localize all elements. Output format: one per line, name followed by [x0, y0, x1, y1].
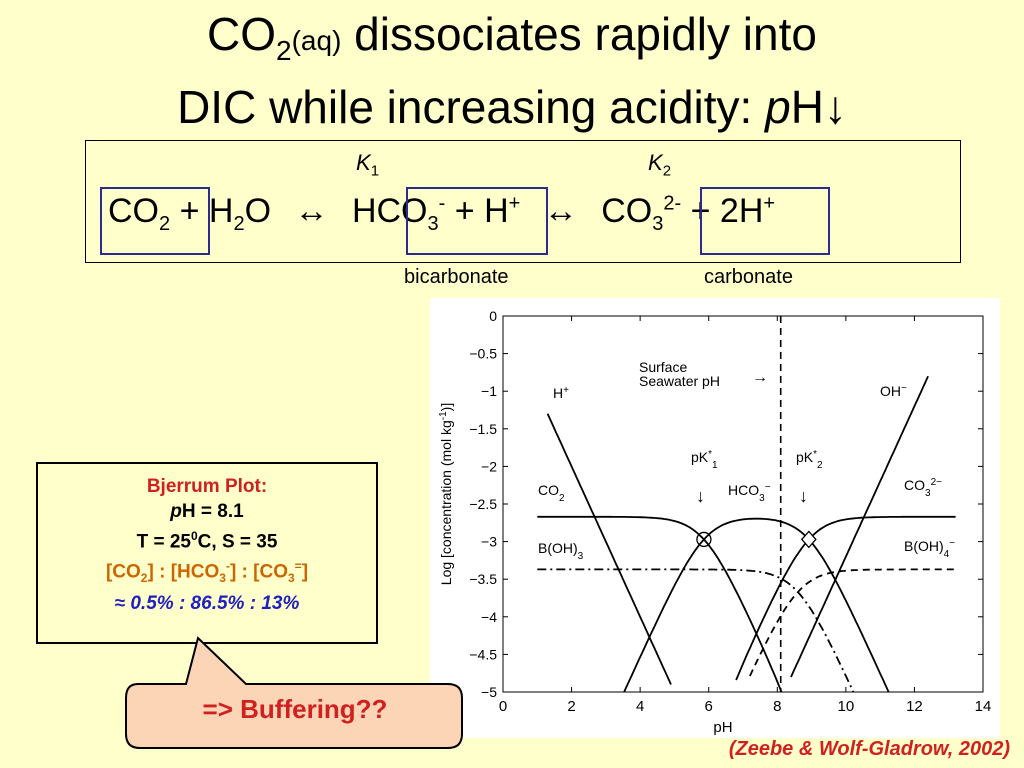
x-tick-label: 0	[499, 698, 507, 715]
boh3-curve	[537, 568, 855, 692]
y-tick-label: −0.5	[469, 346, 497, 362]
bjerrum-heading: Bjerrum Plot:	[146, 476, 268, 497]
eq-h: H+	[484, 192, 521, 230]
pk1-arrow: ↓	[696, 486, 705, 506]
hco3-highlight-box	[406, 187, 548, 255]
eq-arrow-1: ↔	[294, 192, 329, 230]
y-tick-label: −5	[481, 684, 497, 700]
co3-highlight-box	[700, 187, 830, 255]
eq-2h: 2H+	[719, 192, 776, 230]
buffering-callout-text: => Buffering??	[202, 694, 388, 724]
y-axis-label: Log [concentration (mol kg-1)]	[438, 403, 455, 585]
bjerrum-temperature: T = 250C, S = 35	[136, 529, 278, 553]
y-tick-label: −3.5	[469, 571, 497, 587]
y-tick-label: −2.5	[469, 496, 497, 512]
x-axis-label: pH	[713, 719, 732, 736]
h-plus-label: H+	[553, 385, 569, 402]
bjerrum-plot-frame	[430, 298, 1000, 738]
hco3-curve	[623, 517, 890, 692]
oh-minus-label: OH−	[880, 383, 907, 400]
y-tick-label: −1	[481, 383, 497, 399]
x-tick-label: 10	[838, 698, 855, 715]
carbonate-label: carbonate	[704, 266, 793, 288]
x-tick-label: 6	[705, 698, 713, 715]
y-tick-label: −1.5	[469, 421, 497, 437]
slide-title: CO2(aq) dissociates rapidly into DIC whi…	[0, 6, 1024, 135]
k2-label: K2	[648, 150, 672, 180]
eq-arrow-2: ↔	[543, 192, 578, 230]
citation: (Zeebe & Wolf-Gladrow, 2002)	[728, 738, 1010, 760]
y-tick-label: −4.5	[469, 646, 497, 662]
title-line-2: DIC while increasing acidity: pH↓	[177, 81, 847, 134]
seawater-ph-label: Seawater pH	[639, 373, 720, 389]
title-line-1: CO2(aq) dissociates rapidly into	[207, 8, 817, 67]
eq-co2: CO2	[108, 192, 171, 235]
y-tick-label: −4	[481, 609, 497, 625]
pk2-label: pK*2	[796, 449, 823, 471]
oh-minus-line	[790, 375, 929, 678]
x-tick-label: 12	[906, 698, 923, 715]
x-tick-label: 8	[773, 698, 781, 715]
boh4-curve	[749, 568, 956, 677]
bjerrum-info-box: Bjerrum Plot: pH = 8.1 T = 250C, S = 35 …	[36, 462, 378, 644]
h-plus-line	[546, 413, 672, 685]
carbonate-equilibrium-equation: CO2 + H2O ↔ HCO3- + H+ ↔ CO32- + 2H+	[108, 192, 775, 236]
y-tick-label: 0	[489, 308, 497, 324]
surface-arrow: →	[752, 369, 768, 386]
eq-plus: +	[179, 192, 200, 230]
hco3-label: HCO3−	[728, 482, 771, 504]
y-tick-label: −3	[481, 534, 497, 550]
co3-curve	[735, 515, 956, 681]
pk1-label: pK*1	[691, 449, 718, 471]
co2-curve	[537, 515, 783, 692]
co2-highlight-box	[100, 187, 210, 255]
surface-label: Surface	[639, 359, 687, 375]
pk2-marker	[800, 530, 817, 549]
x-tick-label: 14	[975, 698, 992, 715]
eq-hco3: HCO3-	[351, 192, 446, 235]
pk2-arrow: ↓	[799, 486, 808, 506]
co2-label: CO2	[538, 482, 565, 504]
equation-box	[85, 140, 961, 263]
x-tick-label: 4	[636, 698, 644, 715]
boh4-label: B(OH)4−	[904, 538, 955, 560]
bjerrum-ph: pH = 8.1	[170, 501, 244, 522]
eq-plus: +	[454, 192, 475, 230]
eq-co3: CO32-	[601, 192, 682, 235]
pk1-marker	[696, 531, 712, 548]
x-tick-label: 2	[567, 698, 575, 715]
co3-label: CO32−	[904, 477, 942, 499]
y-tick-label: −2	[481, 458, 497, 474]
bjerrum-ratio: [CO2] : [HCO3-] : [CO3=]	[105, 559, 309, 586]
bicarbonate-label: bicarbonate	[404, 266, 509, 288]
pk1-marker-cross	[698, 534, 710, 545]
boh3-label: B(OH)3	[538, 540, 584, 562]
eq-h2o: H2O	[208, 192, 272, 235]
k1-label: K1	[356, 150, 380, 180]
bjerrum-ratio-values: ≈ 0.5% : 86.5% : 13%	[114, 593, 300, 615]
